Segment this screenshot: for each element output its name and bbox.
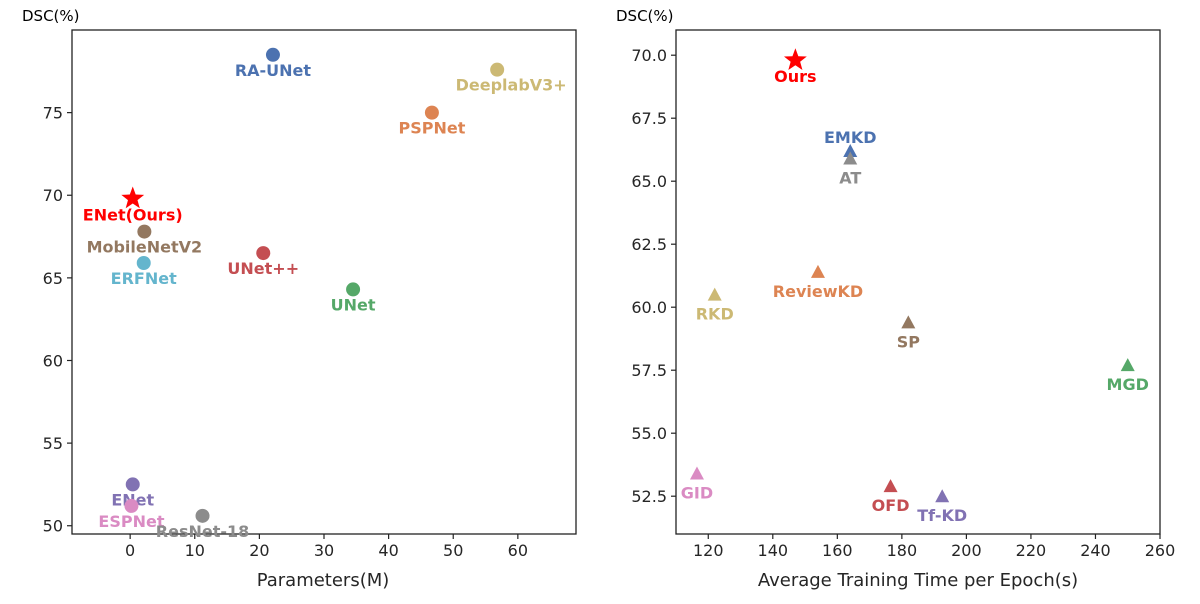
right-y-tick-label: 67.5 [631,109,667,128]
left-panel: DSC(%) Parameters(M) 0 10 20 30 40 50 60 50 55 60… [22,7,577,591]
unet-point-marker [256,246,271,261]
right-y-tick-label: 65.0 [631,172,667,191]
deeplabv3-point-marker [490,62,505,77]
emkd-label: EMKD [824,128,877,147]
left-x-tick-label: 20 [249,541,269,560]
espnet-point-marker [124,498,139,513]
ours-star-marker [783,48,807,70]
gid-label: GID [681,484,713,503]
resnet-18-point-marker [195,508,210,523]
left-y-tick-label: 50 [43,517,63,536]
left-x-tick-label: 50 [443,541,463,560]
mobilenetv2-label: MobileNetV2 [87,238,203,257]
right-x-tick-label: 160 [822,541,853,560]
ours-label: Ours [774,67,816,86]
sp-triangle-marker [901,315,916,329]
right-y-tick-label: 55.0 [631,424,667,443]
left-y-tick-label: 70 [43,186,63,205]
ra-unet-point-marker [265,47,280,62]
erfnet-label: ERFNet [111,269,177,288]
sp-label: SP [897,332,921,351]
unet-label: UNet [331,295,376,314]
erfnet-point-marker [136,255,151,270]
tf-kd-label: Tf-KD [917,506,967,525]
right-x-tick-label: 220 [1016,541,1047,560]
gid-triangle-marker [689,466,704,480]
right-axes-frame [675,29,1161,535]
mgd-triangle-marker [1120,358,1135,372]
ofd-triangle-marker [883,479,898,493]
mobilenetv2-point-marker [137,224,152,239]
espnet-label: ESPNet [98,512,164,531]
reviewkd-label: ReviewKD [773,282,863,301]
left-y-tick-label: 55 [43,434,63,453]
right-y-unit-label: DSC(%) [616,7,674,25]
left-plot-area: 0 10 20 30 40 50 60 50 55 60 65 70 75 RA-UNet DeeplabV… [43,29,577,560]
resnet-18-label: ResNet-18 [156,522,250,541]
right-y-tick-label: 60.0 [631,298,667,317]
left-x-tick-label: 30 [314,541,334,560]
right-x-tick-label: 120 [693,541,724,560]
left-x-tick-label: 0 [125,541,135,560]
ra-unet-label: RA-UNet [235,61,312,80]
ofd-label: OFD [872,496,910,515]
enet-point-marker [125,477,140,492]
left-x-tick-label: 10 [185,541,205,560]
right-plot-area: 120 140 160 180 200 220 240 260 52.5 55.0 57.5 60.0… [631,29,1176,560]
pspnet-label: PSPNet [398,119,465,138]
left-y-tick-label: 75 [43,104,63,123]
left-y-tick-label: 60 [43,351,63,370]
enet-ours-star-marker [121,186,145,209]
right-y-tick-label: 52.5 [631,487,667,506]
mgd-label: MGD [1107,375,1149,394]
at-label: AT [839,169,861,188]
rkd-label: RKD [696,305,734,324]
tf-kd-triangle-marker [935,489,950,503]
deeplabv3-label: DeeplabV3+ [456,76,567,95]
unet-point-marker [346,282,361,297]
right-x-tick-label: 140 [758,541,789,560]
pspnet-point-marker [424,105,439,120]
enet-ours-label: ENet(Ours) [83,206,183,225]
left-x-axis-label: Parameters(M) [257,570,390,591]
right-y-tick-label: 62.5 [631,235,667,254]
right-x-tick-label: 180 [887,541,918,560]
reviewkd-triangle-marker [810,264,825,278]
left-y-tick-label: 65 [43,269,63,288]
right-x-tick-label: 200 [951,541,982,560]
left-y-unit-label: DSC(%) [22,7,80,25]
right-x-tick-label: 260 [1145,541,1176,560]
right-x-axis-label: Average Training Time per Epoch(s) [758,570,1078,591]
right-y-tick-label: 70.0 [631,46,667,65]
at-triangle-marker [843,151,858,165]
right-x-tick-label: 240 [1080,541,1111,560]
unet-label: UNet++ [227,259,299,278]
rkd-triangle-marker [707,287,722,301]
left-x-tick-label: 60 [508,541,528,560]
right-y-tick-label: 57.5 [631,361,667,380]
emkd-triangle-marker [843,143,858,157]
right-panel: DSC(%) Average Training Time per Epoch(s… [616,7,1175,591]
left-x-tick-label: 40 [378,541,398,560]
